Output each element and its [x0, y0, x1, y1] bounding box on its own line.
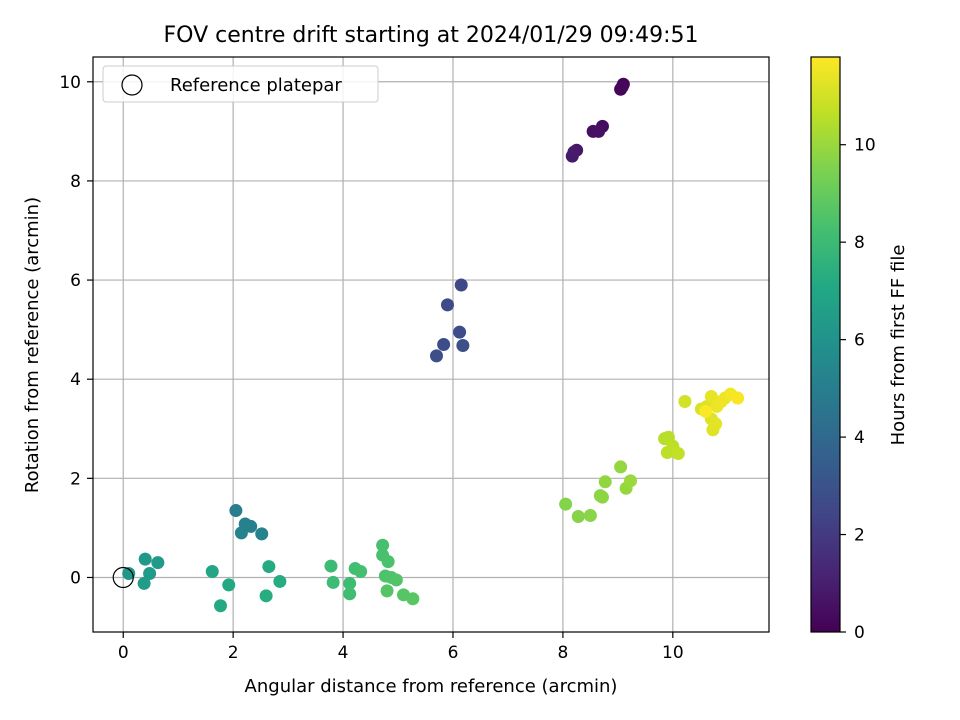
data-point	[592, 124, 606, 138]
data-point	[406, 592, 420, 606]
data-point	[273, 574, 287, 588]
colorbar-tick-label: 0	[854, 623, 865, 643]
x-tick-label: 6	[448, 643, 459, 663]
data-point	[453, 325, 467, 339]
data-point	[222, 578, 236, 592]
y-tick-label: 0	[70, 568, 81, 588]
x-axis-ticks: 0 2 4 6 8 10	[118, 632, 684, 663]
data-point	[598, 475, 612, 489]
data-point	[583, 509, 597, 523]
data-point	[343, 576, 357, 590]
data-point	[381, 555, 395, 569]
y-tick-label: 4	[70, 370, 81, 390]
x-tick-label: 4	[338, 643, 349, 663]
data-point	[429, 349, 443, 363]
plot-frame	[92, 56, 770, 633]
chart-title: FOV centre drift starting at 2024/01/29 …	[164, 23, 699, 48]
colorbar: 0 2 4 6 8 10 Hours from first FF file	[810, 56, 909, 643]
data-point	[595, 490, 609, 504]
data-point	[255, 527, 269, 541]
data-point	[454, 278, 468, 292]
data-point	[389, 573, 403, 587]
data-point	[324, 559, 338, 573]
data-point	[624, 474, 638, 488]
y-axis-label: Rotation from reference (arcmin)	[22, 197, 43, 493]
data-point	[709, 417, 723, 431]
data-point	[699, 404, 713, 418]
data-point	[671, 447, 685, 461]
data-point	[137, 576, 151, 590]
x-tick-label: 10	[662, 643, 684, 663]
legend: Reference platepar	[102, 65, 379, 103]
colorbar-tick-label: 6	[854, 331, 865, 351]
scatter-points	[112, 77, 745, 613]
x-tick-label: 2	[228, 643, 239, 663]
colorbar-ticks: 0 2 4 6 8 10	[840, 136, 876, 643]
colorbar-tick-label: 2	[854, 526, 865, 546]
colorbar-tick-label: 8	[854, 233, 865, 253]
data-point	[678, 395, 692, 409]
data-point	[214, 599, 228, 613]
data-point	[731, 391, 745, 405]
data-point	[456, 338, 470, 352]
data-point	[354, 565, 368, 579]
data-point	[614, 460, 628, 474]
data-point	[704, 390, 718, 404]
data-point	[259, 589, 273, 603]
data-point	[571, 510, 585, 524]
data-point	[559, 497, 573, 511]
data-point	[376, 538, 390, 552]
y-axis-ticks: 0 2 4 6 8 10	[59, 73, 93, 588]
y-tick-label: 2	[70, 469, 81, 489]
grid	[93, 57, 769, 632]
data-point	[143, 567, 157, 581]
x-tick-label: 8	[557, 643, 568, 663]
colorbar-label: Hours from first FF file	[888, 245, 909, 446]
data-point	[440, 298, 454, 312]
x-tick-label: 0	[118, 643, 129, 663]
data-point	[229, 504, 243, 518]
data-point	[262, 560, 276, 574]
data-point	[380, 584, 394, 598]
data-point	[122, 567, 136, 581]
legend-box	[102, 65, 379, 103]
data-point	[234, 526, 248, 540]
y-tick-label: 10	[59, 73, 81, 93]
y-tick-label: 8	[70, 172, 81, 192]
data-point	[437, 338, 451, 351]
colorbar-gradient	[810, 56, 841, 633]
x-axis-label: Angular distance from reference (arcmin)	[245, 676, 618, 697]
legend-marker-reference-platepar	[121, 74, 143, 96]
data-point	[205, 565, 219, 579]
colorbar-tick-label: 4	[854, 428, 865, 448]
y-tick-label: 6	[70, 271, 81, 291]
data-point	[244, 519, 258, 533]
data-point	[343, 587, 357, 601]
data-point	[567, 145, 581, 159]
data-point	[138, 552, 152, 566]
reference-platepar-point	[112, 566, 134, 589]
data-point	[326, 575, 340, 589]
colorbar-tick-label: 10	[854, 136, 876, 156]
legend-entry-reference-platepar: Reference platepar	[170, 75, 342, 96]
data-point	[151, 556, 165, 570]
data-point	[615, 80, 629, 94]
